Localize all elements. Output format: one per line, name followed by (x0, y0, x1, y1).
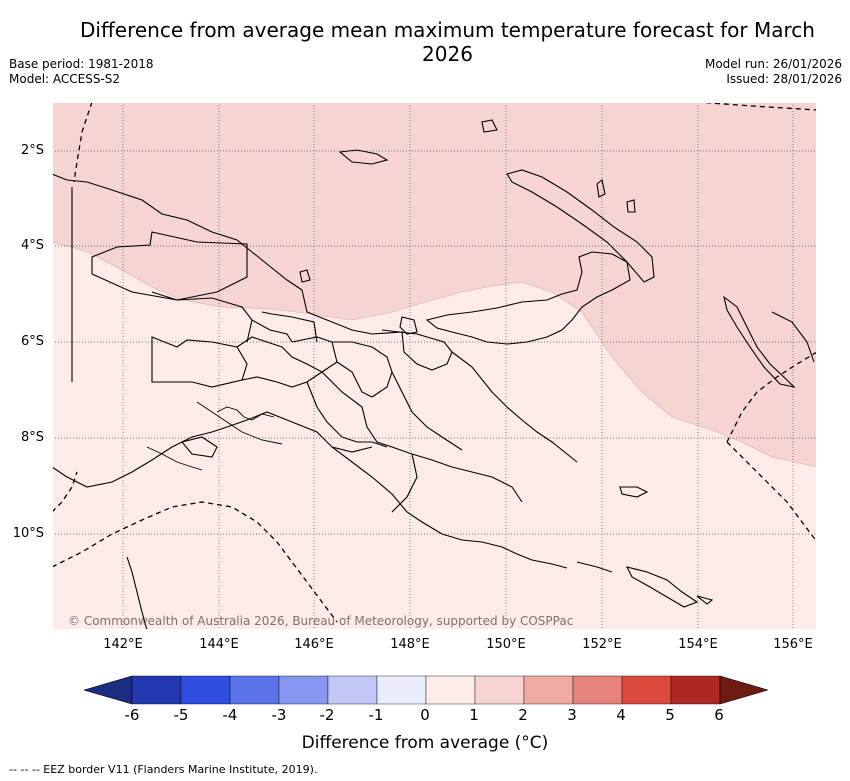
eez-note: -- -- -- EEZ border V11 (Flanders Marine… (9, 763, 318, 776)
colorbar-tick: 3 (567, 706, 577, 724)
lon-label-156e: 156°E (773, 637, 813, 652)
copyright-notice: © Commonwealth of Australia 2026, Bureau… (68, 614, 574, 628)
colorbar-tick: 6 (714, 706, 724, 724)
colorbar-tick: 2 (518, 706, 528, 724)
colorbar-cell (278, 675, 329, 705)
colorbar-cell (425, 675, 476, 705)
lon-label-152e: 152°E (582, 637, 622, 652)
colorbar-tick: 5 (665, 706, 675, 724)
lat-label-2s: 2°S (20, 143, 44, 158)
meta-left: Base period: 1981-2018 Model: ACCESS-S2 (9, 57, 154, 87)
lon-label-146e: 146°E (294, 637, 334, 652)
colorbar-cell (180, 675, 231, 705)
lon-label-148e: 148°E (390, 637, 430, 652)
new-britain-coast (425, 251, 631, 345)
lon-label-154e: 154°E (678, 637, 718, 652)
model-name: Model: ACCESS-S2 (9, 72, 121, 86)
lon-label-150e: 150°E (486, 637, 526, 652)
map-frame (52, 102, 817, 630)
colorbar-extend-high (719, 675, 768, 705)
colorbar-cell (131, 675, 182, 705)
map-title: Difference from average mean maximum tem… (80, 18, 815, 66)
colorbar-cell (327, 675, 378, 705)
lat-label-8s: 8°S (20, 430, 44, 445)
meta-right: Model run: 26/01/2026 Issued: 28/01/2026 (705, 57, 842, 87)
forecast-map (52, 102, 817, 630)
colorbar-cell (376, 675, 427, 705)
issued-date: Issued: 28/01/2026 (726, 72, 842, 86)
lon-label-144e: 144°E (199, 637, 239, 652)
eez-borders (52, 102, 817, 623)
region-north-fill (52, 102, 817, 468)
colorbar-extend-low (84, 675, 133, 705)
colorbar-tick: 0 (420, 706, 430, 724)
province-boundaries (71, 187, 523, 513)
base-period: Base period: 1981-2018 (9, 57, 154, 71)
colorbar-cell (474, 675, 525, 705)
colorbar-cells (84, 675, 768, 705)
lon-label-142e: 142°E (103, 637, 143, 652)
model-run: Model run: 26/01/2026 (704, 57, 842, 71)
lat-label-4s: 4°S (20, 238, 44, 253)
lat-label-6s: 6°S (20, 334, 44, 349)
manus-coast (338, 149, 389, 165)
colorbar-tick: -2 (319, 706, 335, 724)
colorbar-cell (572, 675, 623, 705)
colorbar-cell (670, 675, 721, 705)
bougainville-coast (723, 295, 796, 388)
cape-york-coast (126, 556, 148, 630)
colorbar-cell (523, 675, 574, 705)
colorbar-tick: -3 (271, 706, 287, 724)
colorbar-cell (621, 675, 672, 705)
colorbar-tick: -1 (368, 706, 384, 724)
colorbar-tick: 1 (469, 706, 479, 724)
colorbar-tick: -5 (173, 706, 189, 724)
colorbar (84, 675, 768, 705)
colorbar-tick: 4 (616, 706, 626, 724)
new-ireland-coast (506, 169, 655, 283)
coastlines (52, 119, 815, 630)
lat-label-10s: 10°S (12, 526, 44, 541)
colorbar-tick: -4 (222, 706, 238, 724)
colorbar-label: Difference from average (°C) (301, 733, 549, 753)
colorbar-tick: -6 (124, 706, 140, 724)
rivers (146, 401, 283, 471)
colorbar-cell (229, 675, 280, 705)
mainland-coast (52, 173, 453, 371)
